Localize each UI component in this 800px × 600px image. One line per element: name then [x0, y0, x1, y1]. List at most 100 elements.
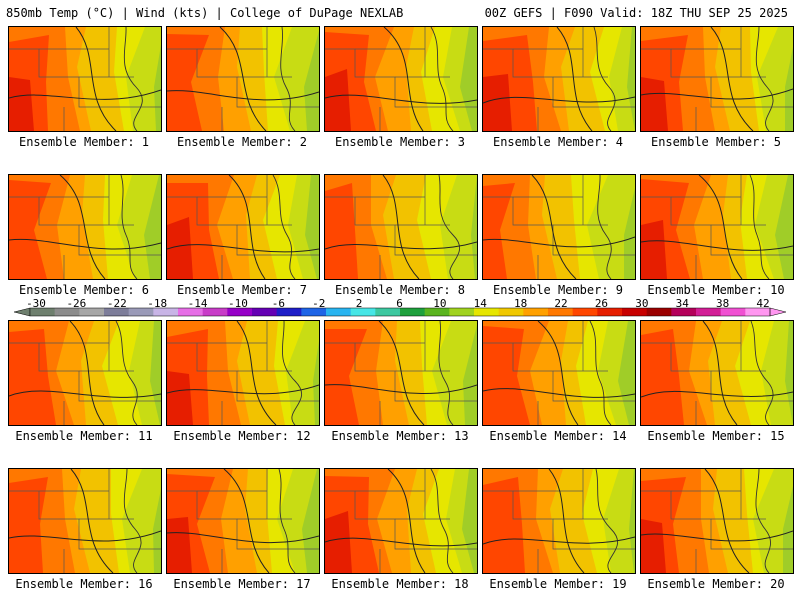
ensemble-member-label: Ensemble Member: 19	[489, 577, 627, 591]
height-contour	[531, 175, 577, 279]
state-border	[513, 321, 608, 425]
state-border	[197, 469, 292, 573]
height-contour	[641, 88, 793, 100]
river-border	[595, 469, 618, 573]
height-contour	[710, 27, 754, 131]
temperature-field-map	[167, 175, 319, 279]
temperature-field-map	[9, 469, 161, 573]
ensemble-member-label: Ensemble Member: 9	[492, 283, 624, 297]
height-contour	[556, 27, 593, 131]
colorbar-tick-label: 38	[715, 297, 730, 310]
colorbar-segment	[671, 308, 697, 316]
state-border	[483, 48, 635, 108]
state-border	[513, 469, 608, 573]
colorbar-tick-label: 34	[675, 297, 689, 310]
temperature-field-map	[167, 321, 319, 425]
ensemble-member-label: Ensemble Member: 16	[15, 577, 153, 591]
river-border	[281, 321, 302, 425]
colorbar-tick-label: 14	[473, 297, 487, 310]
colorbar-tick-label: -22	[106, 297, 127, 310]
colorbar-segment	[646, 308, 672, 316]
height-contour	[387, 469, 426, 573]
colorbar-tick-label: -6	[271, 297, 285, 310]
temp-band-warm	[325, 329, 367, 425]
colorbar-segment	[622, 308, 648, 316]
temperature-field-map	[9, 175, 161, 279]
ensemble-map-panel	[8, 468, 162, 574]
ensemble-member-label: Ensemble Member: 17	[173, 577, 311, 591]
temp-band-hot	[325, 511, 352, 573]
state-border	[355, 469, 450, 573]
state-border	[641, 48, 793, 108]
colorbar-segment	[375, 308, 401, 316]
temp-band-hot	[167, 517, 192, 573]
height-contour	[70, 469, 114, 573]
ensemble-member-label: Ensemble Member: 11	[15, 429, 153, 443]
temperature-field-map	[325, 321, 477, 425]
river-border	[280, 27, 296, 131]
state-border	[513, 175, 608, 279]
river-border	[750, 321, 774, 425]
colorbar-segment	[153, 308, 179, 316]
colorbar-tick-label: -18	[147, 297, 168, 310]
ensemble-member-label: Ensemble Member: 3	[334, 135, 466, 149]
height-contour	[537, 321, 579, 425]
ensemble-map-panel	[324, 26, 478, 132]
ensemble-map-panel	[640, 26, 794, 132]
colorbar-tick-label: -14	[187, 297, 208, 310]
height-contour	[383, 27, 424, 131]
ensemble-map-panel	[166, 174, 320, 280]
height-contour	[69, 321, 105, 425]
height-contour	[236, 321, 277, 425]
state-border	[9, 48, 161, 108]
height-contour	[325, 537, 477, 547]
ensemble-map-panel	[640, 174, 794, 280]
height-contour	[223, 469, 270, 573]
colorbar-segment	[104, 308, 130, 316]
state-border	[671, 321, 766, 425]
model-valid-time: 00Z GEFS | F090 Valid: 18Z THU SEP 25 20…	[484, 6, 788, 20]
colorbar-segment	[54, 308, 80, 316]
river-border	[589, 321, 612, 425]
temp-band-warm	[483, 477, 525, 573]
state-border	[197, 175, 292, 279]
ensemble-member-label: Ensemble Member: 7	[176, 283, 308, 297]
height-contour	[75, 27, 117, 131]
state-border	[325, 196, 477, 256]
height-contour	[483, 96, 635, 104]
state-border	[167, 490, 319, 550]
colorbar-segment	[696, 308, 722, 316]
temp-band-hot	[641, 220, 667, 279]
ensemble-member-label: Ensemble Member: 5	[650, 135, 782, 149]
colorbar-tick-label: -26	[66, 297, 87, 310]
colorbar-segment	[474, 308, 500, 316]
state-border	[641, 196, 793, 256]
colorbar-segment	[202, 308, 228, 316]
ensemble-map-panel	[166, 26, 320, 132]
state-border	[325, 490, 477, 550]
colorbar-segment	[227, 308, 253, 316]
temp-band-hot	[167, 371, 193, 425]
colorbar-segment	[79, 308, 105, 316]
height-contour	[483, 388, 635, 398]
temp-band-warm	[641, 329, 684, 425]
colorbar-border	[29, 307, 771, 317]
river-border	[438, 175, 460, 279]
height-contour	[702, 321, 738, 425]
river-border	[120, 175, 138, 279]
colorbar-segment	[276, 308, 302, 316]
colorbar-segment	[128, 308, 154, 316]
state-border	[197, 321, 292, 425]
river-border	[123, 469, 142, 573]
river-border	[438, 321, 454, 425]
colorbar-tick-label: 26	[594, 297, 609, 310]
state-border	[671, 175, 766, 279]
temp-band-hot	[9, 77, 34, 131]
colorbar-segment	[252, 308, 278, 316]
river-border	[115, 321, 138, 425]
ensemble-map-panel	[166, 320, 320, 426]
state-border	[671, 469, 766, 573]
temperature-field-map	[167, 469, 319, 573]
ensemble-map-panel	[324, 174, 478, 280]
river-border	[597, 175, 612, 279]
